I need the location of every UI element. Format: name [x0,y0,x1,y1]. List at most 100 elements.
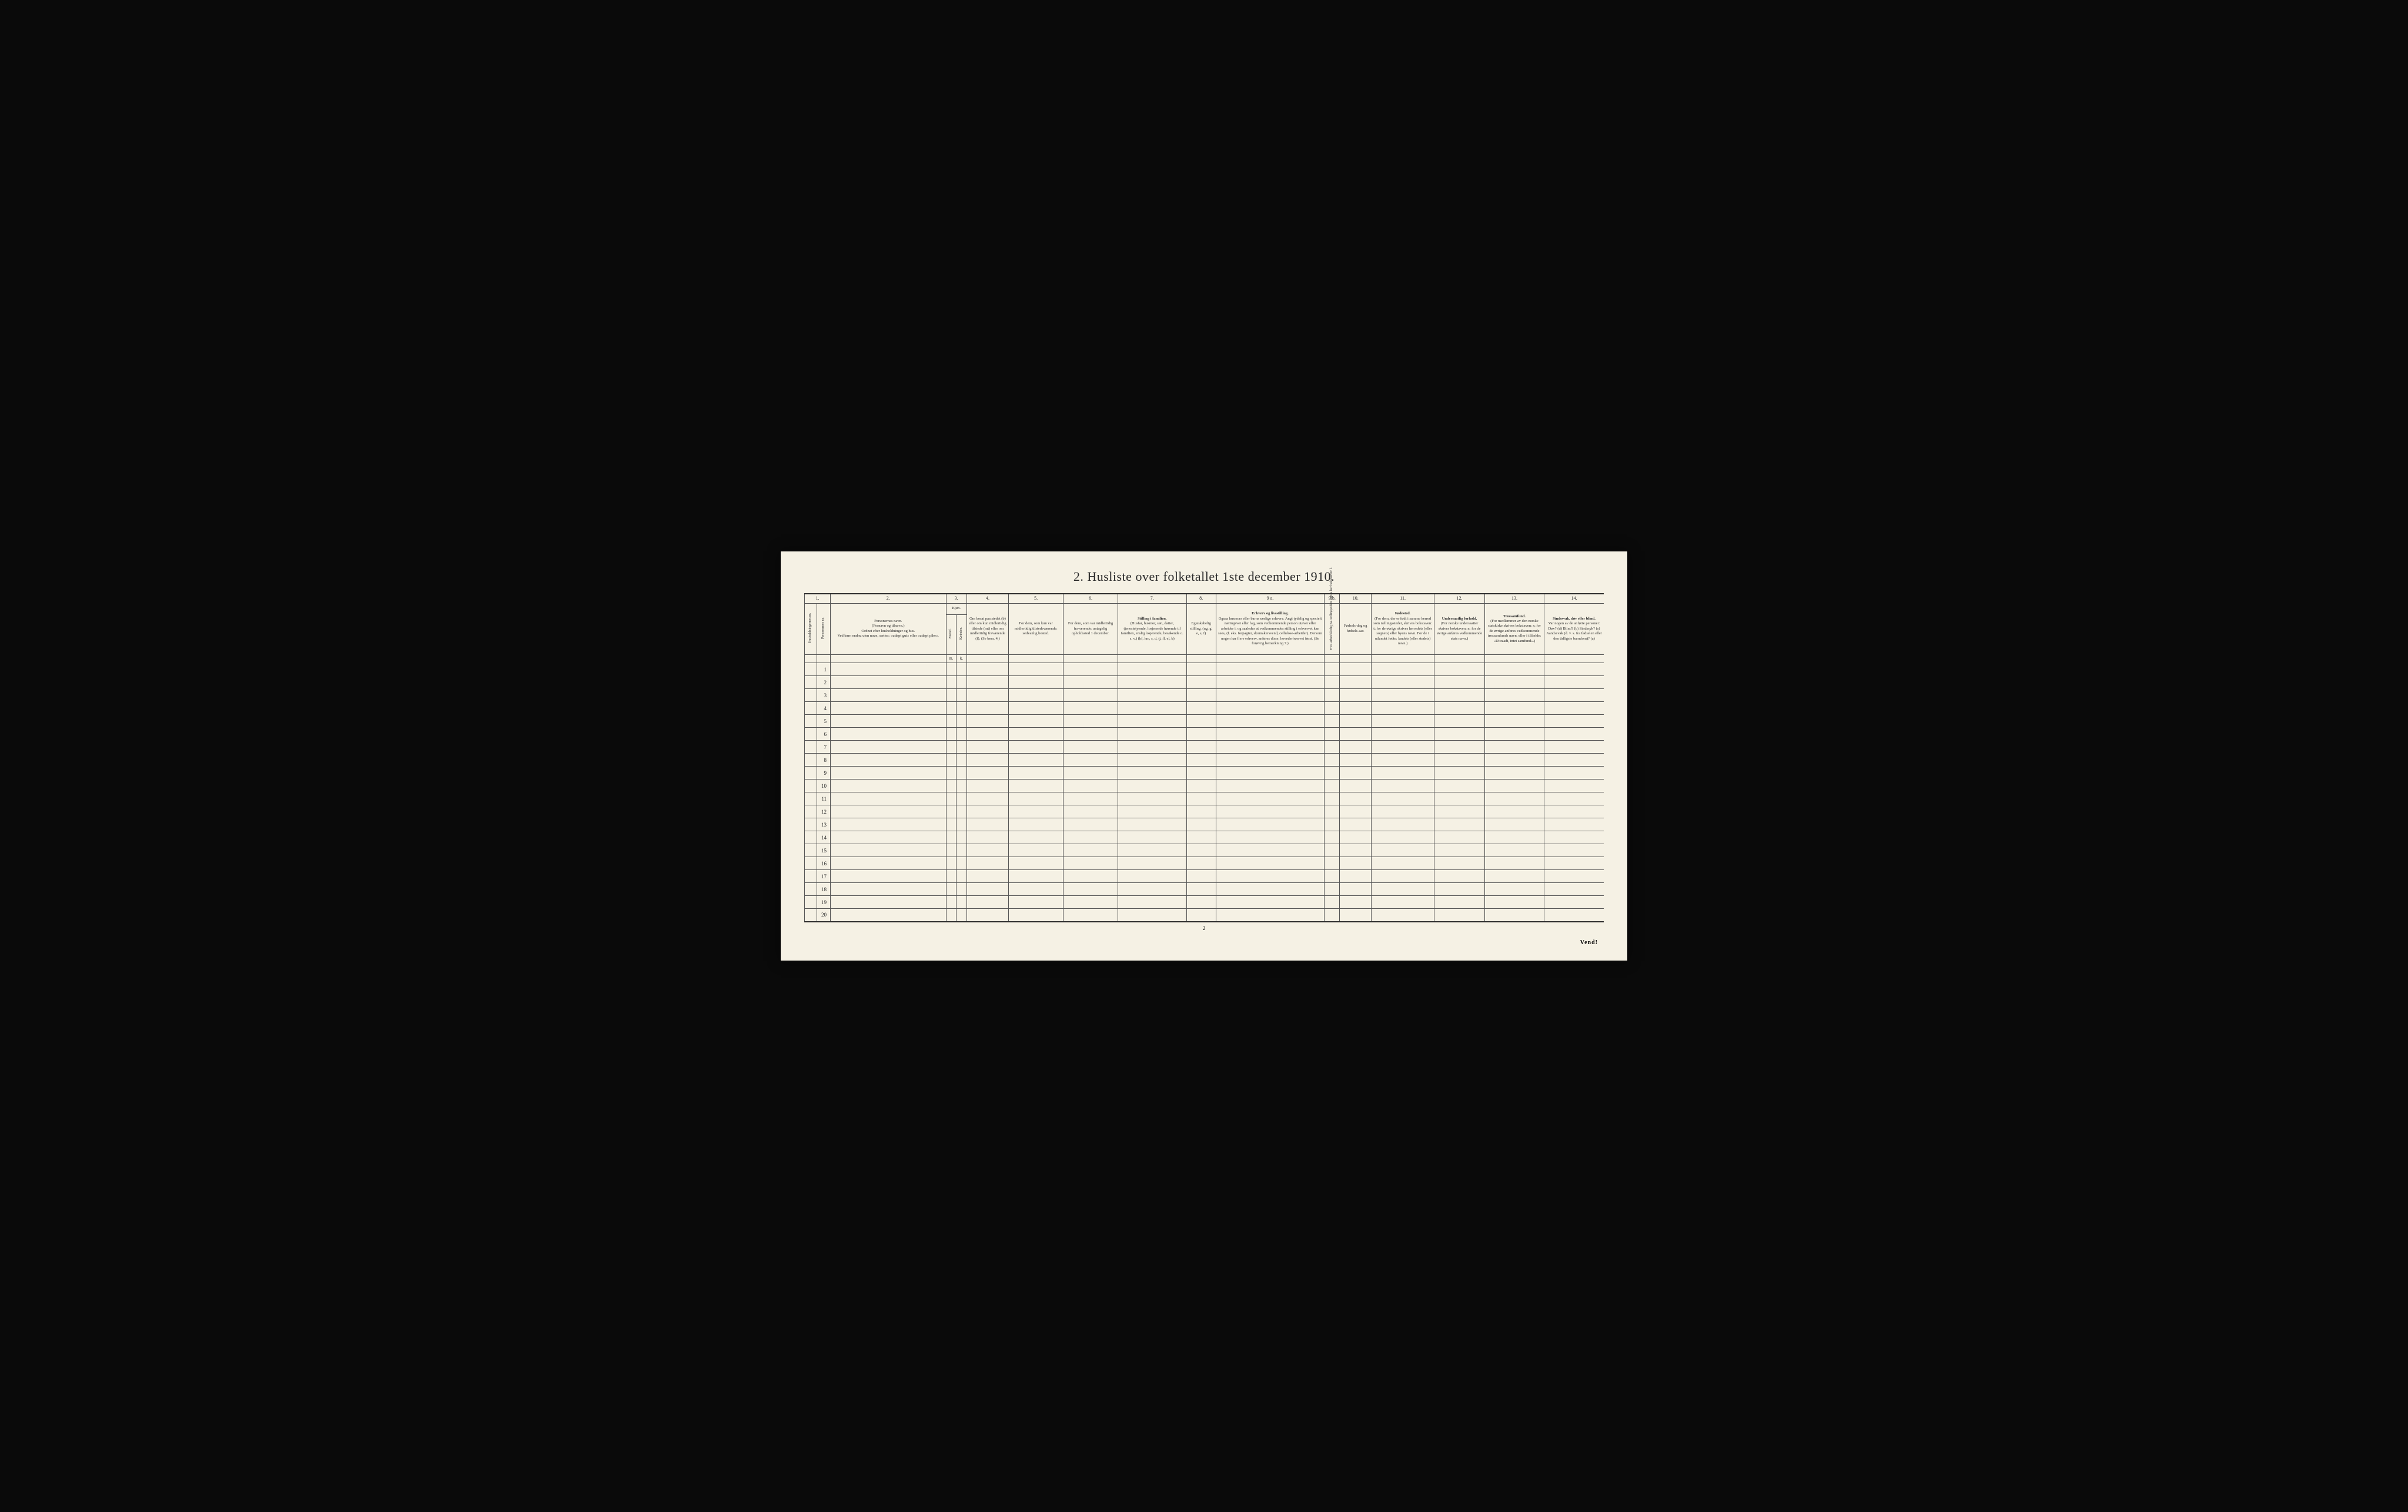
col-num-8: 8. [1186,594,1216,603]
cell-birthdate [1340,754,1372,767]
cell-occupation [1216,844,1325,857]
cell-family-pos [1118,844,1186,857]
col-num-6: 6. [1063,594,1118,603]
header-residence-status: Om bosat paa stedet (b) eller om kun mid… [966,603,1008,654]
cell-person-nr: 12 [817,805,831,818]
cell-household-nr [805,741,817,754]
cell-female [956,844,967,857]
cell-person-nr: 9 [817,767,831,780]
cell-person-nr: 15 [817,844,831,857]
cell-birthdate [1340,689,1372,702]
cell-status [966,702,1008,715]
cell-disability [1544,870,1604,883]
cell-religion [1484,780,1544,792]
cell-religion [1484,689,1544,702]
cell-person-nr: 14 [817,831,831,844]
cell-disability [1544,702,1604,715]
cell-person-nr: 2 [817,676,831,689]
cell-usual-res [1009,831,1063,844]
header-citizenship: Undersaatlig forhold. (For norske unders… [1434,603,1485,654]
col-num-3: 3. [946,594,966,603]
cell-household-nr [805,844,817,857]
cell-probable-loc [1063,844,1118,857]
cell-family-pos [1118,728,1186,741]
cell-female [956,870,967,883]
cell-birthplace [1372,792,1434,805]
cell-unemployed [1325,844,1340,857]
cell-family-pos [1118,702,1186,715]
cell-unemployed [1325,818,1340,831]
cell-name [831,792,946,805]
cell-name [831,857,946,870]
cell-disability [1544,909,1604,922]
cell-birthdate [1340,728,1372,741]
cell-disability [1544,754,1604,767]
cell-usual-res [1009,715,1063,728]
cell-unemployed [1325,754,1340,767]
cell-disability [1544,663,1604,676]
cell-probable-loc [1063,792,1118,805]
cell-religion [1484,818,1544,831]
cell-family-pos [1118,818,1186,831]
cell-religion [1484,702,1544,715]
cell-marital [1186,715,1216,728]
cell-male [946,805,956,818]
cell-female [956,831,967,844]
cell-status [966,780,1008,792]
cell-birthplace [1372,702,1434,715]
cell-name [831,780,946,792]
table-row: 19 [805,896,1604,909]
cell-male [946,883,956,896]
cell-female [956,818,967,831]
cell-status [966,676,1008,689]
cell-male [946,728,956,741]
cell-marital [1186,844,1216,857]
cell-probable-loc [1063,857,1118,870]
cell-male [946,676,956,689]
cell-name [831,896,946,909]
cell-citizenship [1434,676,1485,689]
cell-household-nr [805,767,817,780]
cell-usual-res [1009,792,1063,805]
cell-birthdate [1340,909,1372,922]
cell-usual-res [1009,844,1063,857]
table-row: 16 [805,857,1604,870]
cell-birthdate [1340,676,1372,689]
census-form-page: 2. Husliste over folketallet 1ste decemb… [781,551,1627,960]
cell-unemployed [1325,870,1340,883]
cell-marital [1186,741,1216,754]
cell-unemployed [1325,728,1340,741]
cell-household-nr [805,689,817,702]
cell-person-nr: 1 [817,663,831,676]
cell-family-pos [1118,741,1186,754]
col-num-9a: 9 a. [1216,594,1325,603]
cell-female [956,896,967,909]
cell-marital [1186,728,1216,741]
table-body: 1234567891011121314151617181920 [805,663,1604,922]
cell-usual-res [1009,754,1063,767]
cell-occupation [1216,805,1325,818]
cell-female [956,909,967,922]
cell-birthplace [1372,844,1434,857]
cell-occupation [1216,883,1325,896]
cell-status [966,831,1008,844]
cell-male [946,689,956,702]
cell-female [956,663,967,676]
cell-name [831,715,946,728]
cell-status [966,689,1008,702]
header-male: Mænd. [946,614,956,654]
cell-disability [1544,883,1604,896]
cell-household-nr [805,792,817,805]
cell-citizenship [1434,857,1485,870]
cell-usual-res [1009,780,1063,792]
cell-birthplace [1372,805,1434,818]
cell-disability [1544,818,1604,831]
cell-male [946,831,956,844]
cell-female [956,805,967,818]
cell-household-nr [805,909,817,922]
col-num-11: 11. [1372,594,1434,603]
col-num-12: 12. [1434,594,1485,603]
cell-usual-res [1009,870,1063,883]
cell-person-nr: 5 [817,715,831,728]
cell-male [946,818,956,831]
